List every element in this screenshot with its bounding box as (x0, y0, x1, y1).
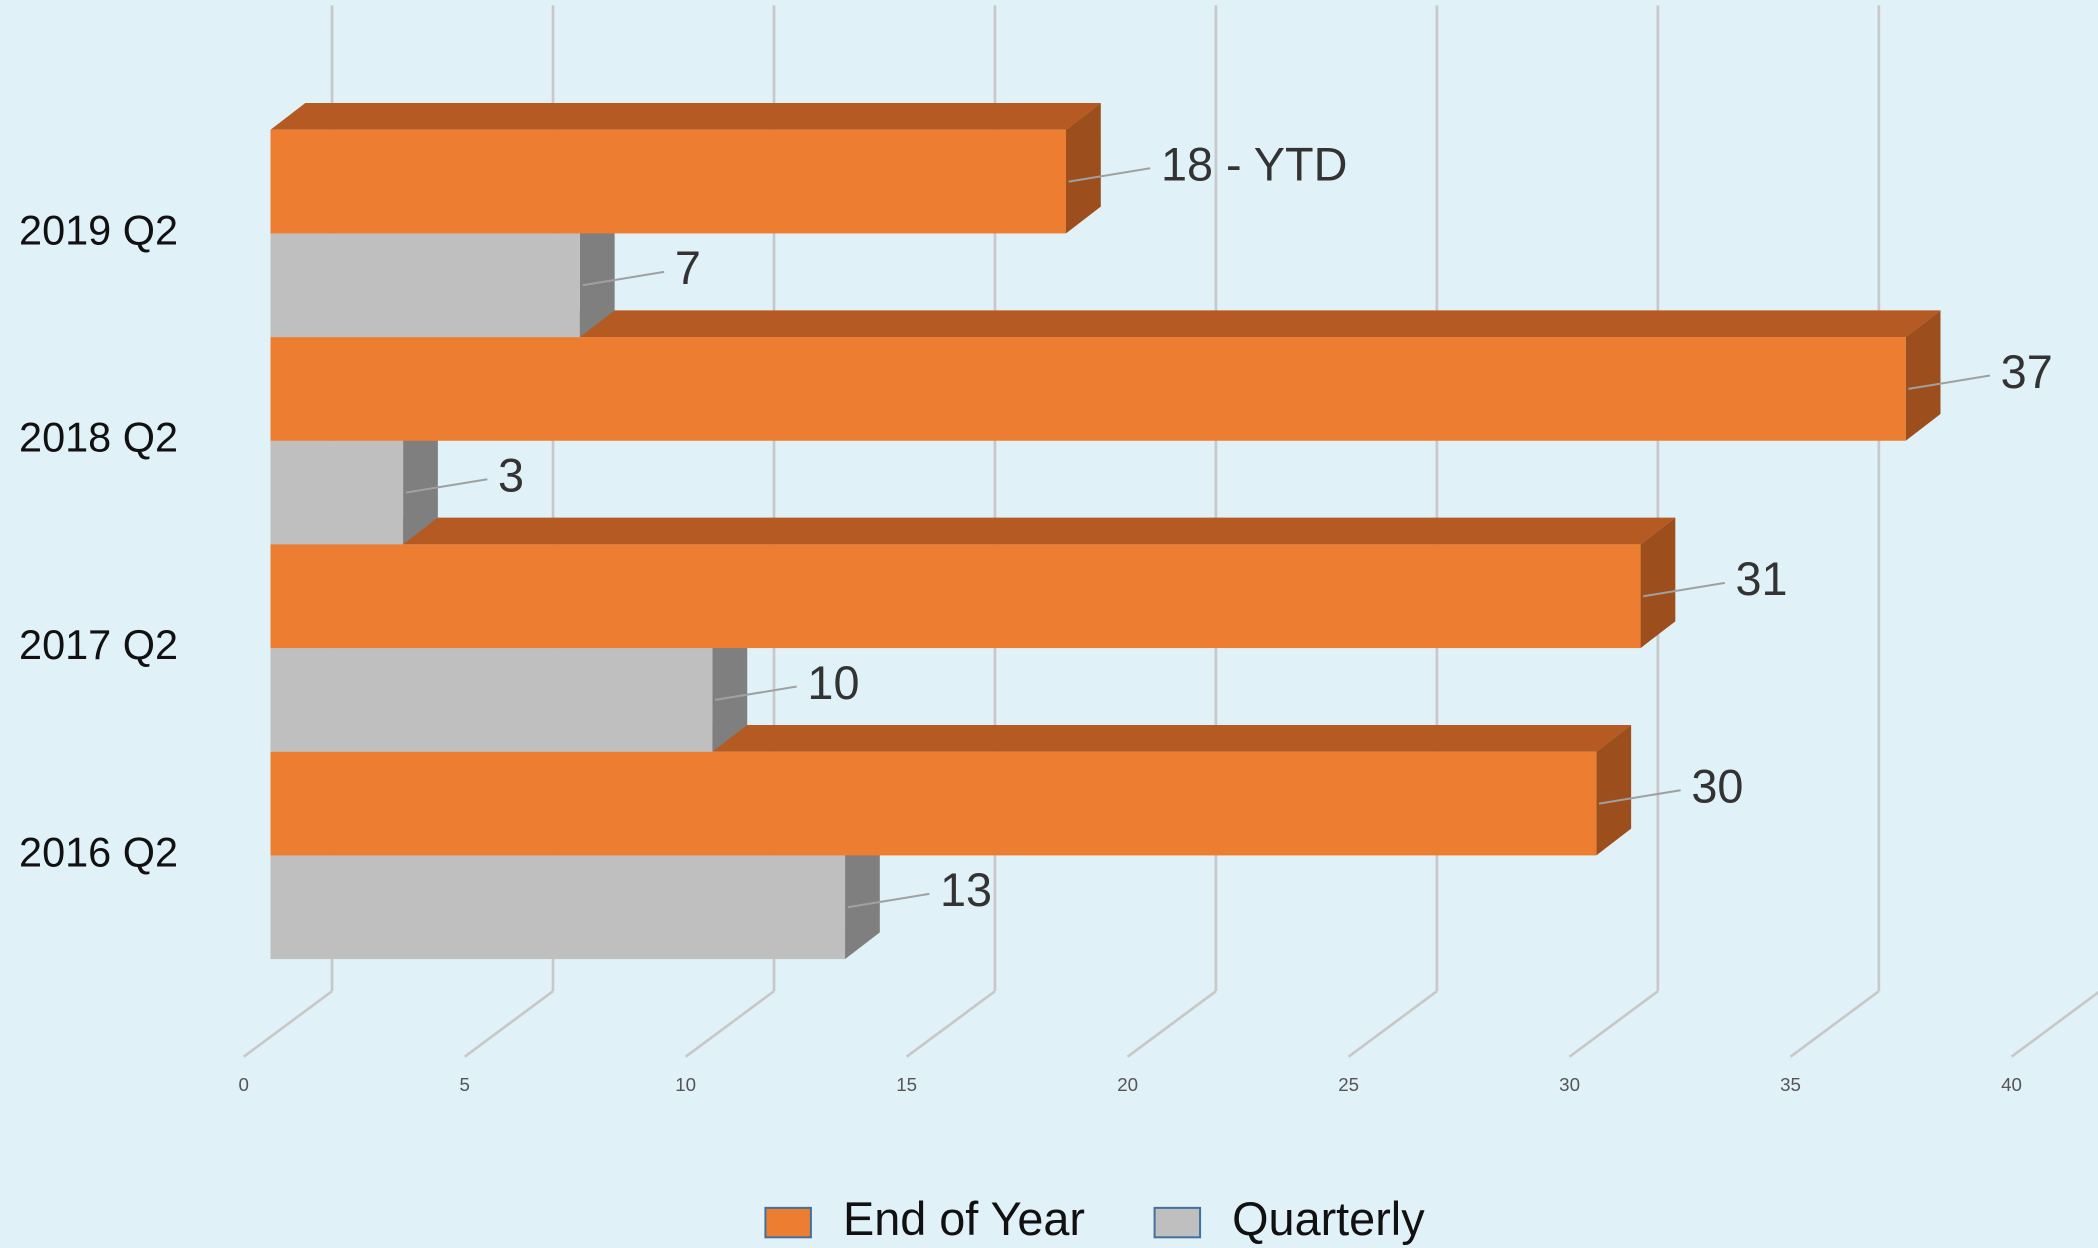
bar-side (1905, 310, 1941, 441)
bar-side (1596, 724, 1632, 856)
bar-top (270, 310, 1941, 338)
bar (270, 102, 1101, 234)
x-tick-label: 40 (2001, 1074, 2022, 1095)
floor-line (2010, 990, 2098, 1058)
floor-line (1347, 990, 1438, 1058)
bar-front (270, 337, 1906, 441)
bar-top (270, 102, 1101, 130)
bar-side (845, 828, 880, 960)
bar-front (270, 648, 713, 752)
bar-side (1640, 517, 1676, 649)
bar-front (270, 544, 1641, 649)
leader-line (1598, 789, 1681, 805)
value-label: 30 (1691, 761, 1743, 813)
leader-line (1908, 374, 1991, 390)
floor-line (1568, 990, 1659, 1058)
bar-side (579, 206, 615, 338)
y-tick-label: 2017 Q2 (19, 621, 178, 668)
bar (270, 310, 1941, 441)
leader-line (582, 270, 665, 287)
value-label: 37 (2001, 346, 2053, 398)
value-label: 18 - YTD (1161, 139, 1347, 191)
value-label: 13 (940, 864, 992, 916)
floor-line (1126, 990, 1217, 1058)
value-label: 10 (807, 657, 859, 709)
bar-side (712, 621, 748, 752)
y-tick-label: 2018 Q2 (19, 414, 178, 461)
legend-label: Quarterly (1232, 1193, 1425, 1245)
bar-front (270, 233, 580, 338)
leader-line (714, 685, 797, 701)
x-tick-label: 5 (460, 1074, 470, 1095)
bar-front (270, 440, 404, 545)
x-tick-label: 30 (1559, 1074, 1580, 1095)
legend-swatch (1153, 1206, 1202, 1239)
x-tick-label: 10 (675, 1074, 696, 1095)
floor-line (242, 990, 333, 1058)
bar-top (270, 517, 1676, 545)
x-tick-label: 0 (239, 1074, 249, 1095)
x-tick-label: 20 (1117, 1074, 1138, 1095)
bar-side (403, 413, 438, 545)
bar-front (270, 751, 1597, 856)
x-tick-label: 25 (1338, 1074, 1359, 1095)
floor-line (1789, 990, 1880, 1058)
y-tick-label: 2019 Q2 (19, 206, 178, 253)
leader-line (847, 892, 930, 909)
x-tick-label: 35 (1780, 1074, 1801, 1095)
legend-swatch (764, 1206, 812, 1239)
value-label: 31 (1736, 553, 1788, 605)
y-tick-label: 2016 Q2 (19, 828, 178, 875)
value-label: 7 (675, 242, 701, 294)
legend-label: End of Year (843, 1193, 1085, 1245)
leader-line (1068, 167, 1151, 183)
bar-front (270, 129, 1067, 234)
x-tick-label: 15 (896, 1074, 917, 1095)
bar-side (1066, 102, 1101, 234)
leader-line (405, 478, 488, 494)
bar (270, 517, 1676, 649)
bar (270, 724, 1632, 856)
leader-line (1643, 581, 1725, 598)
value-label: 3 (498, 450, 524, 502)
floor-line (463, 990, 554, 1058)
bar-front (270, 855, 846, 960)
floor-line (905, 990, 996, 1058)
floor-line (684, 990, 775, 1058)
